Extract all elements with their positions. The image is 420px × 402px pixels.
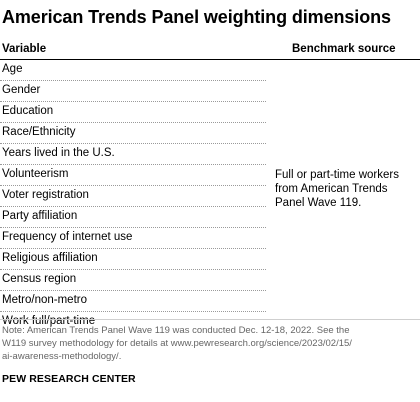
variable-label: Metro/non-metro bbox=[2, 294, 88, 306]
footnote-line: W119 survey methodology for details at w… bbox=[2, 338, 352, 349]
variable-label: Work full/part-time bbox=[2, 315, 96, 327]
table-row: Frequency of internet use bbox=[0, 228, 266, 249]
header-divider bbox=[0, 59, 420, 60]
variable-label: Years lived in the U.S. bbox=[2, 147, 115, 159]
table-row: Race/Ethnicity bbox=[0, 123, 266, 144]
variable-label: Volunteerism bbox=[2, 168, 69, 180]
variable-label: Religious affiliation bbox=[2, 252, 98, 264]
table-row: Volunteerism bbox=[0, 165, 266, 186]
variable-label: Voter registration bbox=[2, 189, 89, 201]
footnote: Note: American Trends Panel Wave 119 was… bbox=[2, 324, 417, 363]
table-row: Years lived in the U.S. bbox=[0, 144, 266, 165]
table-row: Metro/non-metro bbox=[0, 291, 266, 312]
variable-label: Census region bbox=[2, 273, 77, 285]
table-row: Voter registration bbox=[0, 186, 266, 207]
footnote-line: Note: American Trends Panel Wave 119 was… bbox=[2, 325, 350, 336]
source-credit: PEW RESEARCH CENTER bbox=[2, 373, 136, 385]
variable-label: Race/Ethnicity bbox=[2, 126, 76, 138]
table-row: Party affiliation bbox=[0, 207, 266, 228]
variable-list: Age Gender Education Race/Ethnicity Year… bbox=[0, 60, 266, 332]
footnote-line: ai-awareness-methodology/. bbox=[2, 351, 122, 362]
table-row: Gender bbox=[0, 81, 266, 102]
variable-label: Party affiliation bbox=[2, 210, 78, 222]
page-title: American Trends Panel weighting dimensio… bbox=[2, 7, 391, 27]
table-row: Religious affiliation bbox=[0, 249, 266, 270]
table-row: Age bbox=[0, 60, 266, 81]
table-row: Census region bbox=[0, 270, 266, 291]
table-row: Work full/part-time bbox=[0, 312, 266, 332]
variable-label: Gender bbox=[2, 84, 41, 96]
variable-label: Age bbox=[2, 63, 23, 75]
footer-divider bbox=[0, 319, 420, 320]
benchmark-source-text: Full or part-time workers from American … bbox=[275, 169, 399, 209]
table-header: Variable Benchmark source bbox=[0, 39, 420, 59]
table-row: Education bbox=[0, 102, 266, 123]
variable-label: Frequency of internet use bbox=[2, 231, 133, 243]
column-header-benchmark-source: Benchmark source bbox=[292, 43, 396, 55]
variable-label: Education bbox=[2, 105, 54, 117]
column-header-variable: Variable bbox=[2, 43, 47, 55]
